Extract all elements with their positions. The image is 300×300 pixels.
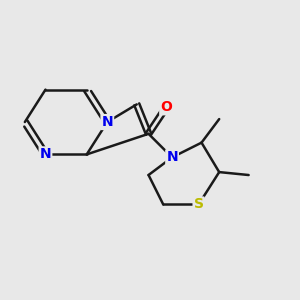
Text: S: S bbox=[194, 197, 204, 212]
Text: O: O bbox=[160, 100, 172, 114]
Text: N: N bbox=[40, 147, 51, 161]
Text: N: N bbox=[166, 150, 178, 164]
Text: N: N bbox=[101, 115, 113, 129]
